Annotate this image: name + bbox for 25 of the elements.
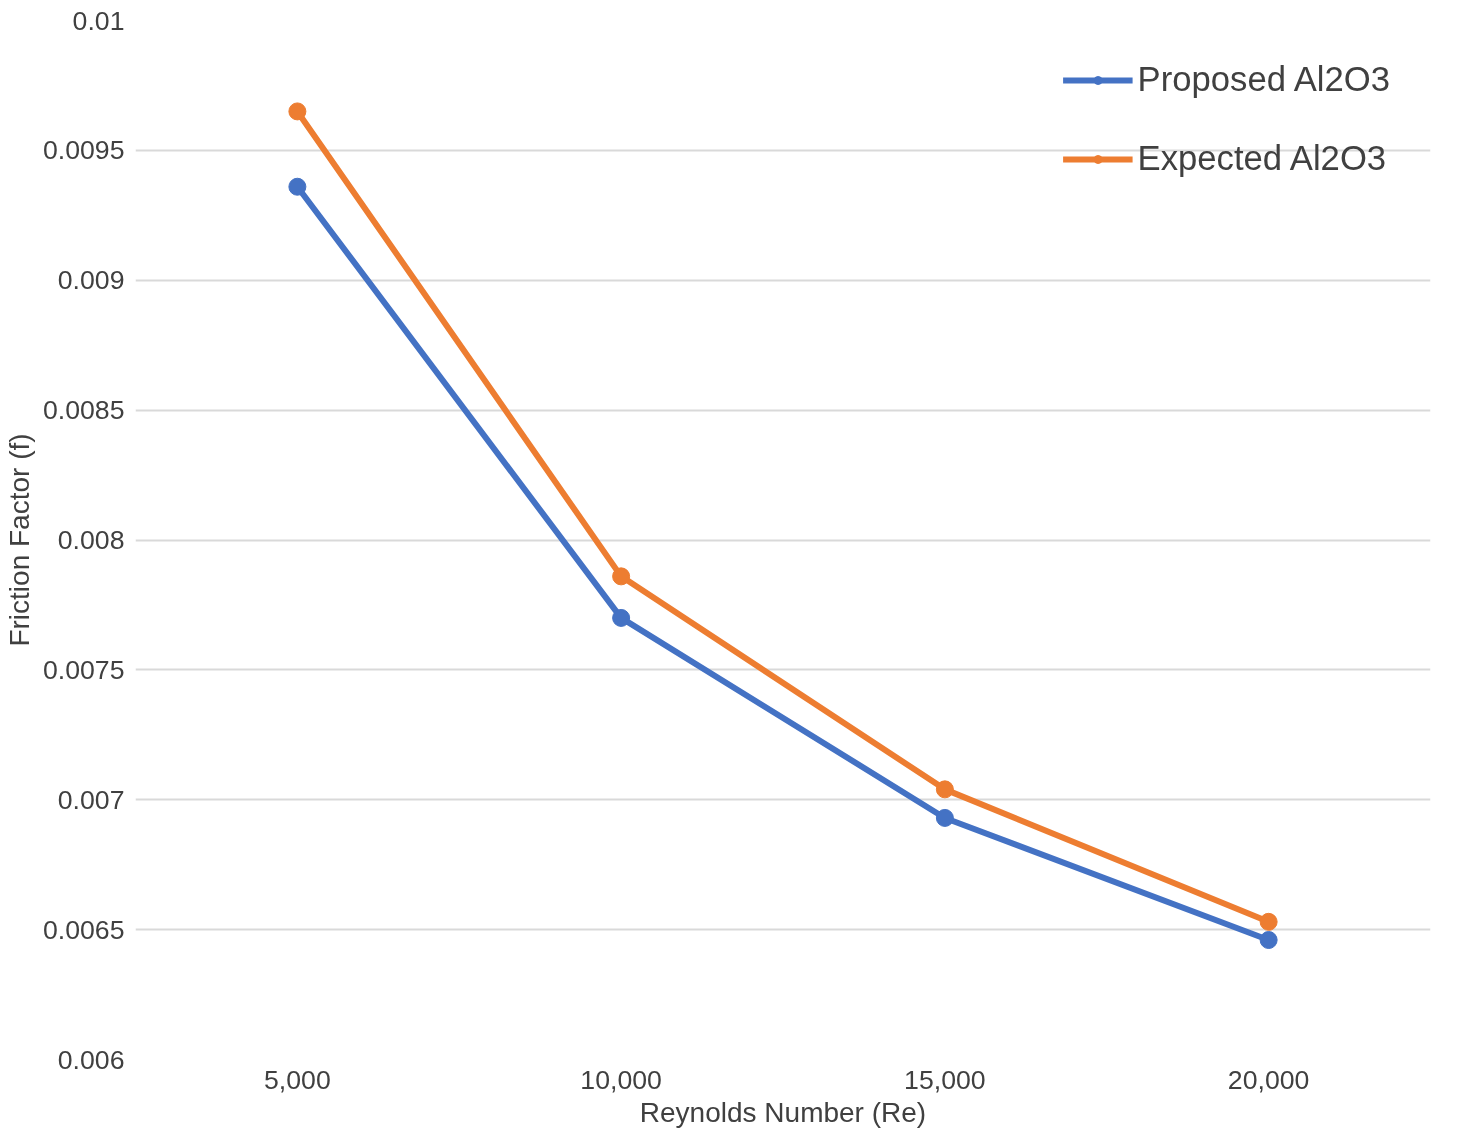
y-tick-label: 0.008 xyxy=(57,525,125,555)
point xyxy=(935,808,954,827)
y-tick-label: 0.0075 xyxy=(42,654,125,685)
y-tick-label: 0.01 xyxy=(72,5,125,36)
point xyxy=(935,780,954,799)
point xyxy=(612,608,631,627)
point xyxy=(288,102,307,121)
legend-label: Expected Al2O3 xyxy=(1137,139,1387,178)
y-axis-title: Friction Factor (f) xyxy=(3,433,35,647)
y-tick-label: 0.0085 xyxy=(42,395,125,426)
point xyxy=(1259,931,1278,949)
point xyxy=(288,177,307,196)
point xyxy=(1259,912,1278,931)
legend-label: Proposed Al2O3 xyxy=(1137,60,1390,99)
x-tick-label: 5,000 xyxy=(264,1064,331,1095)
point xyxy=(612,567,631,586)
y-tick-label: 0.0065 xyxy=(42,914,125,945)
x-tick-label: 15,000 xyxy=(904,1064,986,1095)
x-tick-label: 10,000 xyxy=(580,1064,662,1095)
y-tick-label: 0.007 xyxy=(57,784,125,815)
y-tick-label: 0.009 xyxy=(57,265,125,296)
x-axis-title: Reynolds Number (Re) xyxy=(639,1096,927,1128)
x-tick-label: 20,000 xyxy=(1227,1064,1310,1095)
y-tick-label: 0.0095 xyxy=(42,135,125,166)
y-tick-label: 0.006 xyxy=(57,1044,125,1075)
